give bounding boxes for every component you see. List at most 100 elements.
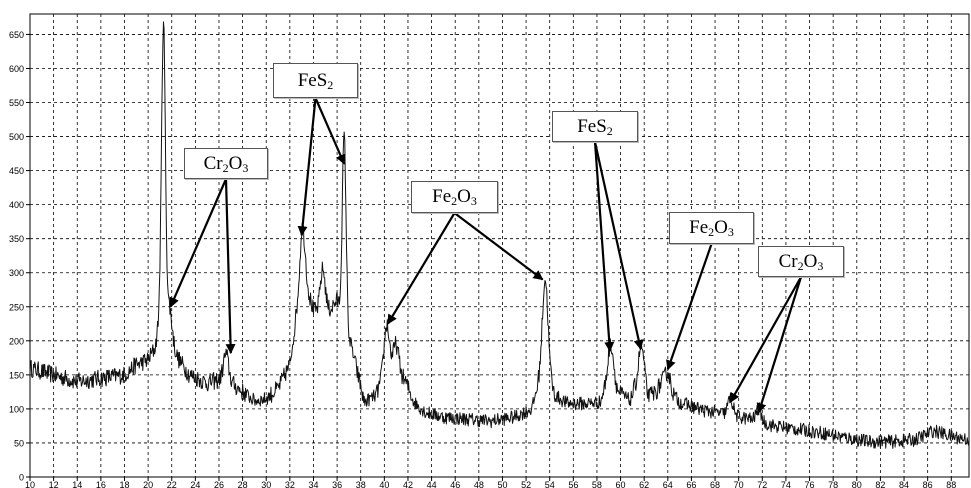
annotation-arrow bbox=[593, 141, 615, 353]
annotation-arrow bbox=[593, 141, 644, 350]
y-tick-label: 400 bbox=[9, 200, 24, 210]
y-tick-label: 450 bbox=[9, 166, 24, 176]
annotation-arrow bbox=[297, 97, 317, 237]
annotation-formula-subscript: 2 bbox=[222, 160, 229, 175]
y-tick-label: 300 bbox=[9, 268, 24, 278]
x-tick-label: 66 bbox=[686, 480, 696, 488]
annotation-formula-main: Fe bbox=[689, 217, 709, 238]
x-tick-label: 50 bbox=[497, 480, 507, 488]
annotation-formula-subscript: 2 bbox=[606, 123, 613, 138]
annotation-text: Cr2O3 bbox=[204, 153, 249, 175]
x-tick-label: 18 bbox=[119, 480, 129, 488]
y-tick-label: 50 bbox=[14, 438, 24, 448]
x-tick-label: 36 bbox=[332, 480, 342, 488]
annotation-formula-subscript: 2 bbox=[797, 258, 804, 273]
x-tick-label: 14 bbox=[72, 480, 82, 488]
annotation-label: FeS2 bbox=[552, 111, 638, 142]
x-tick-label: 56 bbox=[568, 480, 578, 488]
annotation-formula-main: FeS bbox=[297, 69, 328, 91]
x-tick-label: 54 bbox=[545, 480, 555, 488]
annotation-formula-main: O bbox=[457, 186, 471, 207]
x-tick-label: 68 bbox=[710, 480, 720, 488]
series-line bbox=[29, 21, 970, 449]
series-group bbox=[29, 21, 970, 449]
x-tick-label: 78 bbox=[828, 480, 838, 488]
annotation-formula-subscript: 3 bbox=[727, 225, 734, 239]
annotation-label: Cr2O3 bbox=[758, 246, 844, 277]
x-tick-label: 80 bbox=[852, 480, 862, 488]
x-tick-label: 30 bbox=[261, 480, 271, 488]
y-tick-label: 350 bbox=[9, 234, 24, 244]
annotation-formula-subscript: 2 bbox=[451, 194, 458, 208]
x-tick-label: 62 bbox=[639, 480, 649, 488]
y-tick-label: 100 bbox=[9, 404, 24, 414]
x-tick-label: 46 bbox=[450, 480, 460, 488]
plot-frame bbox=[29, 13, 970, 478]
annotation-label: Fe2O3 bbox=[669, 212, 754, 244]
x-tick-label: 20 bbox=[143, 480, 153, 488]
x-tick-label: 16 bbox=[96, 480, 106, 488]
x-tick-label: 12 bbox=[49, 480, 59, 488]
x-tick-label: 70 bbox=[734, 480, 744, 488]
annotation-arrow bbox=[314, 97, 346, 165]
x-tick-label: 48 bbox=[474, 480, 484, 488]
annotation-text: Fe2O3 bbox=[689, 217, 734, 239]
annotation-formula-main: Fe bbox=[432, 186, 452, 207]
y-tick-label: 150 bbox=[9, 370, 24, 380]
x-tick-label: 34 bbox=[308, 480, 318, 488]
annotation-arrow bbox=[729, 276, 802, 403]
x-tick-label: 74 bbox=[781, 480, 791, 488]
y-tick-label: 550 bbox=[9, 98, 24, 108]
x-tick-label: 58 bbox=[592, 480, 602, 488]
annotation-arrow bbox=[386, 212, 456, 325]
x-tick-label: 28 bbox=[238, 480, 248, 488]
x-tick-label: 10 bbox=[25, 480, 35, 488]
annotation-arrows bbox=[169, 97, 803, 414]
annotation-formula-main: Cr bbox=[203, 152, 223, 174]
annotation-arrow bbox=[169, 178, 228, 308]
x-tick-label: 38 bbox=[356, 480, 366, 488]
y-tick-label: 600 bbox=[9, 64, 24, 74]
annotation-formula-main: O bbox=[714, 217, 728, 238]
x-tick-label: 82 bbox=[875, 480, 885, 488]
x-tick-label: 84 bbox=[899, 480, 909, 488]
annotation-label: FeS2 bbox=[273, 63, 358, 98]
annotation-text: Cr2O3 bbox=[779, 251, 824, 273]
annotation-formula-main: O bbox=[803, 250, 818, 272]
x-tick-label: 88 bbox=[946, 480, 956, 488]
annotation-label: Cr2O3 bbox=[184, 148, 268, 179]
x-tick-label: 32 bbox=[285, 480, 295, 488]
plot-border bbox=[29, 13, 970, 478]
annotation-formula-main: O bbox=[228, 152, 243, 174]
annotation-text: FeS2 bbox=[298, 70, 334, 92]
x-tick-label: 42 bbox=[403, 480, 413, 488]
annotation-arrow bbox=[756, 276, 803, 414]
annotation-formula-subscript: 3 bbox=[470, 194, 477, 208]
annotation-formula-subscript: 3 bbox=[817, 258, 824, 273]
annotation-arrow bbox=[224, 178, 236, 355]
annotation-formula-subscript: 2 bbox=[708, 225, 715, 239]
x-tick-label: 26 bbox=[214, 480, 224, 488]
x-tick-label: 60 bbox=[616, 480, 626, 488]
annotation-formula-subscript: 3 bbox=[242, 160, 249, 175]
x-tick-label: 72 bbox=[757, 480, 767, 488]
x-tick-label: 24 bbox=[190, 480, 200, 488]
y-tick-label: 0 bbox=[19, 473, 24, 483]
y-tick-label: 250 bbox=[9, 302, 24, 312]
x-tick-label: 64 bbox=[663, 480, 673, 488]
x-tick-label: 76 bbox=[805, 480, 815, 488]
annotation-label: Fe2O3 bbox=[411, 181, 498, 213]
annotation-formula-main: Cr bbox=[778, 250, 798, 272]
annotation-text: Fe2O3 bbox=[432, 186, 477, 208]
y-tick-label: 200 bbox=[9, 336, 24, 346]
x-tick-label: 52 bbox=[521, 480, 531, 488]
y-tick-label: 500 bbox=[9, 132, 24, 142]
annotation-arrow bbox=[453, 212, 544, 281]
axis-ticks: 0501001502002503003504004505005506006501… bbox=[9, 30, 956, 488]
x-tick-label: 22 bbox=[167, 480, 177, 488]
annotation-arrow bbox=[666, 243, 713, 371]
annotation-formula-main: FeS bbox=[577, 115, 607, 137]
x-tick-label: 44 bbox=[427, 480, 437, 488]
x-tick-label: 86 bbox=[923, 480, 933, 488]
